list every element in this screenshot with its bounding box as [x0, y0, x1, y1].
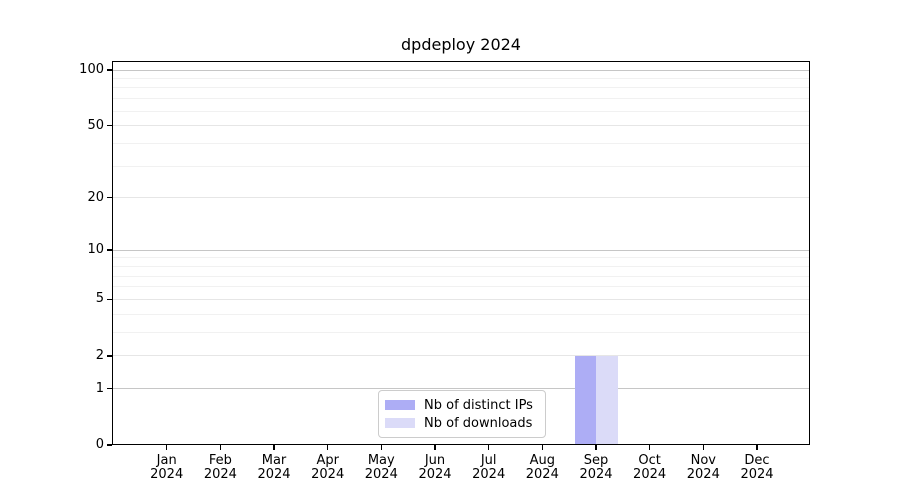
gridline-y-10 [112, 249, 810, 251]
plot-area [112, 61, 810, 445]
x-tick-label-jul: Jul 2024 [457, 454, 521, 481]
x-tick-mar [273, 445, 275, 450]
x-tick-month: Nov [690, 453, 716, 468]
x-tick-year: 2024 [633, 466, 667, 482]
gridline-y-20 [112, 197, 810, 199]
gridline-y-3 [112, 331, 810, 333]
x-tick-year: 2024 [418, 466, 452, 482]
gridline-y-90 [112, 78, 810, 79]
y-tick-label-10: 10 [87, 242, 104, 258]
x-tick-label-oct: Oct 2024 [618, 454, 682, 481]
gridline-y-60 [112, 110, 810, 112]
x-tick-may [380, 445, 383, 450]
y-tick-10 [107, 249, 112, 251]
x-tick-jun [434, 445, 436, 450]
x-tick-sep [595, 445, 597, 450]
gridline-y-2 [112, 355, 810, 357]
y-tick-label-2: 2 [95, 347, 104, 363]
gridline-y-70 [112, 98, 810, 100]
bar-nb-of-distinct-ips-sep [574, 355, 596, 445]
gridline-y-6 [112, 286, 810, 288]
x-tick-year: 2024 [740, 466, 774, 482]
x-tick-label-may: May 2024 [349, 454, 413, 481]
x-tick-month: Aug [529, 453, 555, 468]
x-tick-label-sep: Sep 2024 [564, 454, 628, 481]
y-tick-2 [107, 355, 112, 357]
x-tick-year: 2024 [257, 466, 291, 482]
y-tick-label-50: 50 [87, 117, 104, 133]
bar-nb-of-downloads-sep [596, 355, 618, 445]
gridline-y-50 [112, 125, 810, 126]
y-tick-20 [107, 196, 112, 199]
x-tick-year: 2024 [364, 466, 398, 482]
x-tick-year: 2024 [311, 466, 345, 482]
x-tick-dec [756, 445, 758, 450]
gridline-y-5 [112, 298, 810, 300]
gridline-y-1 [112, 388, 810, 390]
x-tick-jul [487, 445, 490, 450]
x-tick-label-jun: Jun 2024 [403, 454, 467, 481]
legend-label-distinct-ips: Nb of distinct IPs [424, 397, 533, 413]
x-tick-month: Jul [480, 453, 497, 468]
gridline-y-8 [112, 266, 810, 267]
y-tick-label-0: 0 [95, 437, 104, 452]
legend-item-distinct-ips: Nb of distinct IPs [385, 398, 545, 413]
x-tick-label-aug: Aug 2024 [510, 454, 574, 481]
x-tick-label-dec: Dec 2024 [725, 454, 789, 481]
x-tick-year: 2024 [472, 466, 506, 482]
x-tick-jan [165, 445, 168, 450]
y-tick-label-20: 20 [87, 189, 104, 205]
y-tick-0 [107, 444, 112, 446]
y-tick-5 [107, 298, 112, 301]
chart-title: dpdeploy 2024 [401, 35, 521, 54]
x-tick-year: 2024 [203, 466, 237, 482]
x-tick-label-nov: Nov 2024 [671, 454, 735, 481]
gridline-y-100 [112, 69, 810, 71]
x-tick-feb [219, 445, 222, 450]
x-tick-label-jan: Jan 2024 [135, 454, 199, 481]
y-tick-label-1: 1 [95, 380, 104, 396]
gridline-y-30 [112, 165, 810, 167]
legend-swatch-distinct-ips [385, 400, 415, 410]
x-tick-month: Feb [208, 453, 232, 468]
x-tick-month: Sep [583, 453, 609, 468]
gridline-y-4 [112, 313, 810, 315]
x-tick-apr [326, 445, 329, 450]
x-tick-nov [702, 445, 704, 450]
legend-swatch-downloads [385, 418, 415, 428]
legend-label-downloads: Nb of downloads [424, 415, 533, 431]
x-tick-month: Jan [156, 453, 177, 468]
x-tick-month: Apr [316, 453, 339, 468]
x-tick-year: 2024 [150, 466, 184, 482]
x-tick-month: Oct [638, 453, 661, 468]
y-tick-1 [107, 387, 112, 390]
legend-item-downloads: Nb of downloads [385, 416, 545, 431]
x-tick-label-mar: Mar 2024 [242, 454, 306, 481]
x-tick-label-apr: Apr 2024 [296, 454, 360, 481]
x-tick-month: Jun [424, 453, 446, 468]
x-tick-month: Dec [744, 453, 770, 468]
y-tick-label-100: 100 [79, 62, 104, 77]
x-tick-year: 2024 [579, 466, 613, 482]
y-tick-50 [107, 124, 112, 127]
x-tick-year: 2024 [525, 466, 559, 482]
y-tick-label-5: 5 [95, 291, 104, 307]
gridline-y-40 [112, 142, 810, 144]
y-tick-100 [107, 69, 112, 71]
gridline-y-7 [112, 275, 810, 277]
x-tick-year: 2024 [686, 466, 720, 482]
x-tick-aug [541, 445, 544, 450]
x-tick-month: May [367, 453, 395, 468]
gridline-y-9 [112, 257, 810, 259]
x-tick-oct [648, 445, 651, 450]
gridline-y-80 [112, 87, 810, 89]
x-tick-label-feb: Feb 2024 [188, 454, 252, 481]
x-tick-month: Mar [261, 453, 287, 468]
legend: Nb of distinct IPs Nb of downloads [378, 390, 546, 438]
